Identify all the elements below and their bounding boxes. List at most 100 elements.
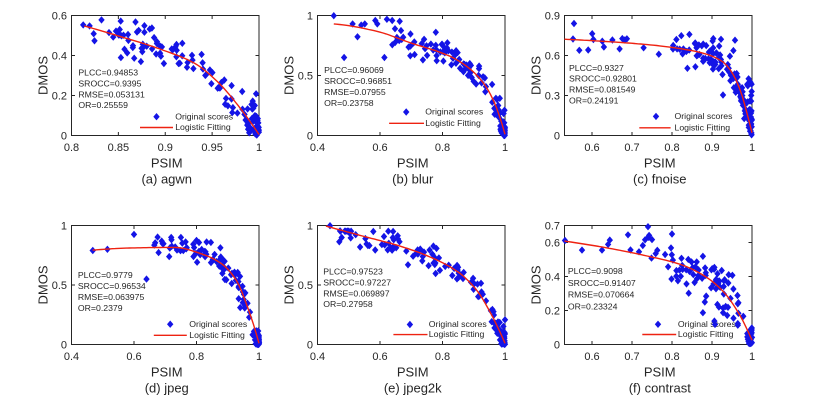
svg-text:Original scores: Original scores [189, 319, 248, 329]
svg-text:0.6: 0.6 [52, 11, 67, 23]
svg-text:0.4: 0.4 [545, 272, 560, 284]
svg-text:PLCC=0.96069: PLCC=0.96069 [324, 65, 384, 75]
svg-text:(d) jpeg: (d) jpeg [145, 381, 189, 396]
svg-text:SROCC=0.96851: SROCC=0.96851 [324, 76, 392, 86]
svg-text:PSIM: PSIM [151, 364, 183, 379]
svg-text:SROCC=0.97227: SROCC=0.97227 [323, 278, 391, 288]
svg-text:PSIM: PSIM [644, 364, 676, 379]
svg-text:Original scores: Original scores [429, 319, 488, 329]
svg-text:1: 1 [256, 142, 262, 154]
svg-text:OR=0.23324: OR=0.23324 [568, 301, 618, 311]
svg-text:Logistic Fitting: Logistic Fitting [675, 122, 731, 132]
svg-text:0.4: 0.4 [310, 142, 325, 154]
svg-text:0.3: 0.3 [545, 91, 560, 103]
svg-text:PSIM: PSIM [644, 155, 676, 170]
svg-text:1: 1 [749, 142, 755, 154]
svg-text:DMOS: DMOS [529, 265, 544, 304]
svg-text:(e) jpeg2k: (e) jpeg2k [384, 381, 442, 396]
svg-text:OR=0.25559: OR=0.25559 [78, 100, 128, 110]
svg-text:Logistic Fitting: Logistic Fitting [175, 122, 231, 132]
svg-text:DMOS: DMOS [282, 265, 297, 304]
svg-text:PLCC=0.9779: PLCC=0.9779 [78, 270, 133, 280]
svg-text:1: 1 [256, 351, 262, 363]
svg-text:PLCC=0.9098: PLCC=0.9098 [568, 266, 623, 276]
svg-text:Original scores: Original scores [425, 107, 484, 117]
svg-text:0.4: 0.4 [64, 351, 79, 363]
svg-text:SROCC=0.96534: SROCC=0.96534 [78, 281, 146, 291]
svg-text:0.8: 0.8 [435, 351, 450, 363]
svg-text:0: 0 [61, 340, 67, 352]
svg-text:1: 1 [61, 221, 67, 233]
svg-text:PSIM: PSIM [151, 155, 183, 170]
svg-text:0: 0 [307, 131, 313, 143]
svg-text:DMOS: DMOS [529, 56, 544, 95]
svg-text:0.9: 0.9 [158, 142, 173, 154]
svg-text:DMOS: DMOS [36, 56, 51, 95]
svg-text:(f) contrast: (f) contrast [629, 381, 692, 396]
svg-text:0.85: 0.85 [108, 142, 129, 154]
svg-text:Original scores: Original scores [678, 319, 737, 329]
svg-text:0: 0 [307, 340, 313, 352]
svg-text:Logistic Fitting: Logistic Fitting [189, 330, 245, 340]
svg-text:SROCC=0.9395: SROCC=0.9395 [78, 78, 141, 88]
svg-text:(a) agwn: (a) agwn [141, 172, 192, 187]
svg-text:0.6: 0.6 [584, 351, 599, 363]
svg-text:PLCC=0.97523: PLCC=0.97523 [323, 267, 383, 277]
svg-text:OR=0.24191: OR=0.24191 [569, 96, 619, 106]
svg-text:0.5: 0.5 [298, 280, 313, 292]
svg-text:OR=0.27958: OR=0.27958 [323, 299, 373, 309]
svg-text:0: 0 [554, 131, 560, 143]
svg-text:0.8: 0.8 [64, 142, 79, 154]
svg-text:(c) fnoise: (c) fnoise [633, 172, 686, 187]
svg-text:PSIM: PSIM [397, 155, 429, 170]
svg-text:0.9: 0.9 [704, 351, 719, 363]
svg-text:0.8: 0.8 [435, 142, 450, 154]
svg-text:0.4: 0.4 [310, 351, 325, 363]
svg-text:0.2: 0.2 [52, 91, 67, 103]
svg-text:0.6: 0.6 [545, 51, 560, 63]
svg-text:0.8: 0.8 [664, 351, 679, 363]
svg-text:0: 0 [554, 340, 560, 352]
svg-text:OR=0.2379: OR=0.2379 [78, 303, 123, 313]
svg-text:RMSE=0.07955: RMSE=0.07955 [324, 87, 386, 97]
svg-text:1: 1 [502, 351, 508, 363]
svg-text:RMSE=0.070664: RMSE=0.070664 [568, 290, 635, 300]
svg-text:PLCC=0.9327: PLCC=0.9327 [569, 63, 624, 73]
svg-text:DMOS: DMOS [36, 265, 51, 304]
svg-text:OR=0.23758: OR=0.23758 [324, 98, 374, 108]
svg-text:0.8: 0.8 [664, 142, 679, 154]
svg-text:0.95: 0.95 [201, 142, 222, 154]
svg-text:0.2: 0.2 [545, 306, 560, 318]
svg-text:Original scores: Original scores [175, 111, 234, 121]
svg-text:PSIM: PSIM [397, 364, 429, 379]
svg-text:0.9: 0.9 [704, 142, 719, 154]
svg-text:0.5: 0.5 [298, 71, 313, 83]
svg-text:RMSE=0.063975: RMSE=0.063975 [78, 292, 145, 302]
svg-text:RMSE=0.053131: RMSE=0.053131 [78, 89, 145, 99]
svg-text:1: 1 [502, 142, 508, 154]
svg-text:0.6: 0.6 [372, 142, 387, 154]
svg-text:0.9: 0.9 [545, 11, 560, 23]
svg-text:Logistic Fitting: Logistic Fitting [425, 118, 481, 128]
svg-text:RMSE=0.081549: RMSE=0.081549 [569, 85, 636, 95]
svg-text:Original scores: Original scores [675, 111, 734, 121]
svg-text:0.7: 0.7 [624, 142, 639, 154]
svg-text:0.5: 0.5 [52, 280, 67, 292]
svg-text:0.6: 0.6 [126, 351, 141, 363]
svg-text:0.6: 0.6 [372, 351, 387, 363]
svg-text:SROCC=0.92801: SROCC=0.92801 [569, 74, 637, 84]
svg-text:1: 1 [307, 11, 313, 23]
svg-text:0.7: 0.7 [545, 221, 560, 233]
svg-text:0.7: 0.7 [624, 351, 639, 363]
svg-text:Logistic Fitting: Logistic Fitting [429, 329, 485, 339]
svg-text:DMOS: DMOS [282, 56, 297, 95]
svg-text:PLCC=0.94853: PLCC=0.94853 [78, 68, 138, 78]
svg-text:0.6: 0.6 [584, 142, 599, 154]
svg-text:0.8: 0.8 [189, 351, 204, 363]
svg-text:0: 0 [61, 131, 67, 143]
svg-text:(b) blur: (b) blur [392, 172, 434, 187]
svg-text:0.4: 0.4 [52, 51, 67, 63]
svg-text:Logistic Fitting: Logistic Fitting [678, 329, 734, 339]
svg-text:1: 1 [749, 351, 755, 363]
svg-text:1: 1 [307, 221, 313, 233]
